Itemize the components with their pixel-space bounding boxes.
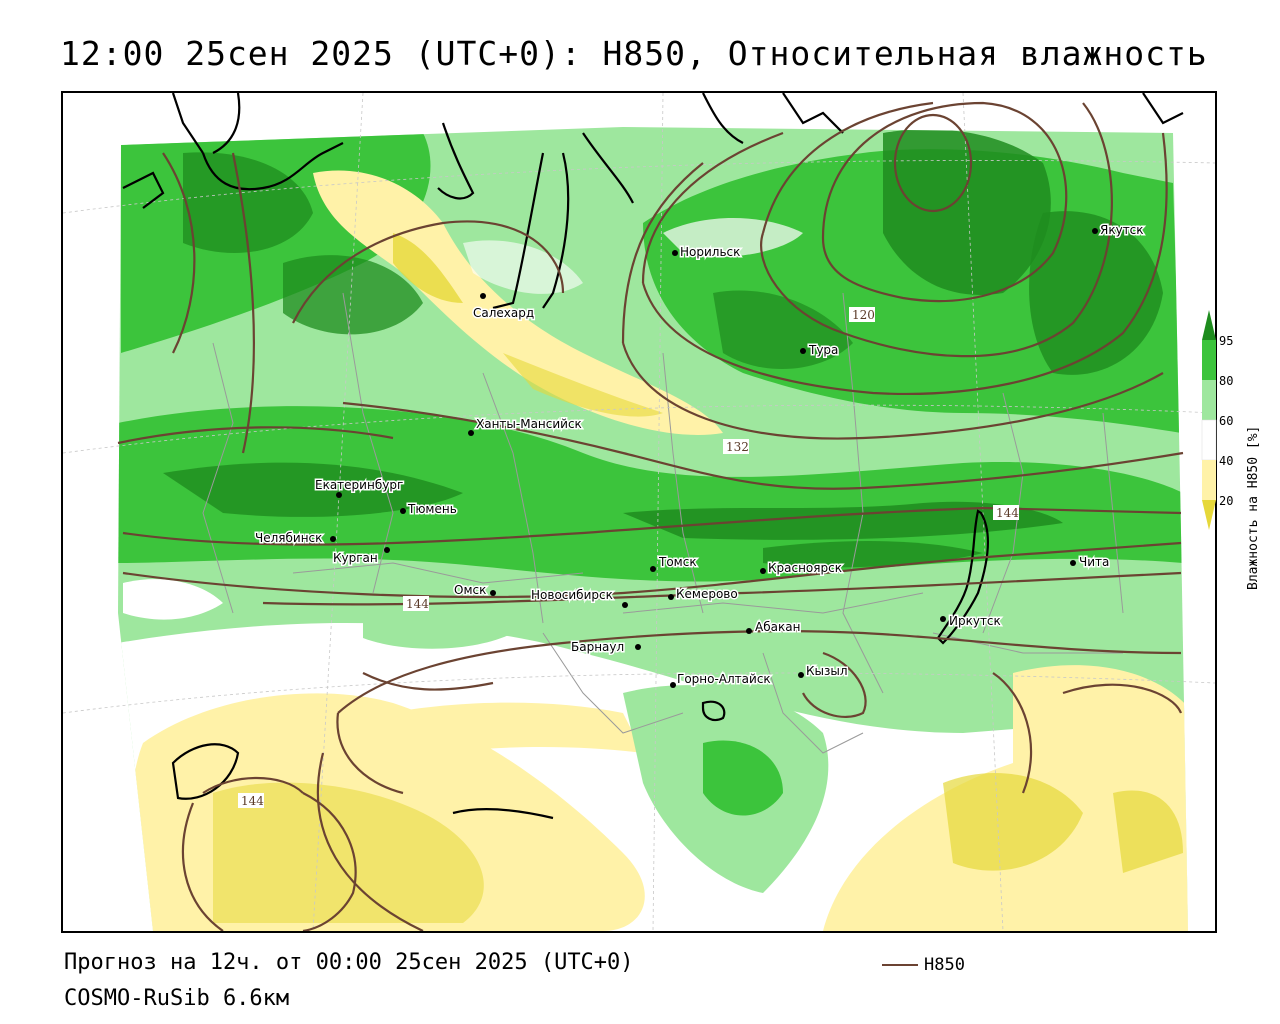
- city-marker: [400, 508, 406, 514]
- model-name: COSMO-RuSib 6.6км: [64, 986, 290, 1011]
- map-canvas: 120 132 144 144 144 Якутск Норильск Сале…: [63, 93, 1215, 931]
- contour-label: 144: [406, 597, 429, 611]
- city-marker: [622, 602, 628, 608]
- weather-map[interactable]: 120 132 144 144 144 Якутск Норильск Сале…: [61, 91, 1217, 933]
- contour-line-swatch: [882, 964, 918, 966]
- city-label[interactable]: Кызыл: [805, 663, 850, 680]
- city-marker: [940, 616, 946, 622]
- city-label[interactable]: Екатеринбург: [314, 477, 405, 494]
- legend-band-80-95: [1202, 340, 1216, 380]
- city-label[interactable]: Тура: [807, 342, 840, 359]
- city-label[interactable]: Курган: [332, 550, 380, 567]
- city-label[interactable]: Тюмень: [406, 501, 459, 518]
- legend-tick: 60: [1219, 414, 1233, 428]
- city-label[interactable]: Томск: [657, 554, 699, 571]
- legend-tick: 20: [1219, 494, 1233, 508]
- city-label[interactable]: Барнаул: [570, 639, 626, 656]
- city-label[interactable]: Иркутск: [948, 613, 1003, 630]
- contour-label-box: [993, 505, 1019, 520]
- legend-arrow-bottom: [1202, 500, 1216, 530]
- city-marker: [490, 590, 496, 596]
- contour-labels: 120 132 144 144 144: [238, 307, 1019, 808]
- city-marker: [672, 250, 678, 256]
- city-marker: [670, 682, 676, 688]
- city-label[interactable]: Норильск: [679, 244, 742, 261]
- city-marker: [635, 644, 641, 650]
- legend-band-20-40: [1202, 460, 1216, 500]
- legend-title-box: Влажность на H850 [%]: [1246, 300, 1270, 590]
- humidity-field: [118, 127, 1188, 931]
- city-marker: [480, 293, 486, 299]
- city-label[interactable]: Горно-Алтайск: [676, 671, 773, 688]
- legend-band-40-60: [1201, 419, 1217, 461]
- coastline: [122, 93, 1184, 820]
- legend-arrow-top: [1202, 310, 1216, 340]
- city-marker: [668, 594, 674, 600]
- city-label[interactable]: Новосибирск: [530, 587, 615, 604]
- city-marker: [468, 430, 474, 436]
- city-label[interactable]: Якутск: [1099, 222, 1146, 239]
- h850-contours: [117, 101, 1184, 931]
- contour-label: 144: [241, 794, 264, 808]
- contour-label-box: [723, 439, 749, 454]
- city-marker: [336, 492, 342, 498]
- city-marker: [650, 566, 656, 572]
- legend-title: Влажность на H850 [%]: [1246, 425, 1261, 590]
- contour-label: 132: [726, 440, 749, 454]
- contour-label-box: [403, 596, 429, 611]
- legend-bar: 95 80 60 40 20: [1201, 310, 1233, 530]
- city-marker: [1070, 560, 1076, 566]
- legend-tick: 95: [1219, 334, 1233, 348]
- city-label[interactable]: Челябинск: [254, 530, 324, 547]
- region-borders: [202, 292, 1124, 754]
- city-label[interactable]: Ханты-Мансийск: [475, 416, 584, 433]
- city-label[interactable]: Чита: [1078, 554, 1111, 571]
- color-legend: 95 80 60 40 20: [1199, 305, 1269, 595]
- city-marker: [760, 568, 766, 574]
- contour-label: 144: [996, 506, 1019, 520]
- contour-label: 120: [852, 308, 875, 322]
- city-marker: [746, 628, 752, 634]
- city-marker: [384, 547, 390, 553]
- map-title: 12:00 25сен 2025 (UTC+0): H850, Относите…: [60, 34, 1208, 73]
- city-marker: [798, 672, 804, 678]
- city-label[interactable]: Красноярск: [767, 560, 844, 577]
- contour-label-box: [238, 793, 264, 808]
- legend-band-60-80: [1202, 380, 1216, 420]
- forecast-info: Прогноз на 12ч. от 00:00 25сен 2025 (UTC…: [64, 950, 634, 975]
- graticule: [63, 93, 1215, 931]
- contour-label-box: [849, 307, 875, 322]
- cities: Якутск Норильск Салехард Тура Ханты-Манс…: [254, 222, 1146, 688]
- legend-tick: 80: [1219, 374, 1233, 388]
- city-marker: [330, 536, 336, 542]
- legend-tick: 40: [1219, 454, 1233, 468]
- city-label[interactable]: Абакан: [754, 619, 802, 636]
- city-marker: [1092, 228, 1098, 234]
- city-label[interactable]: Омск: [453, 582, 488, 599]
- city-label[interactable]: Салехард: [472, 305, 536, 322]
- series-legend: H850: [882, 955, 965, 975]
- city-label[interactable]: Кемерово: [675, 586, 740, 603]
- series-legend-label: H850: [924, 955, 965, 975]
- city-marker: [800, 348, 806, 354]
